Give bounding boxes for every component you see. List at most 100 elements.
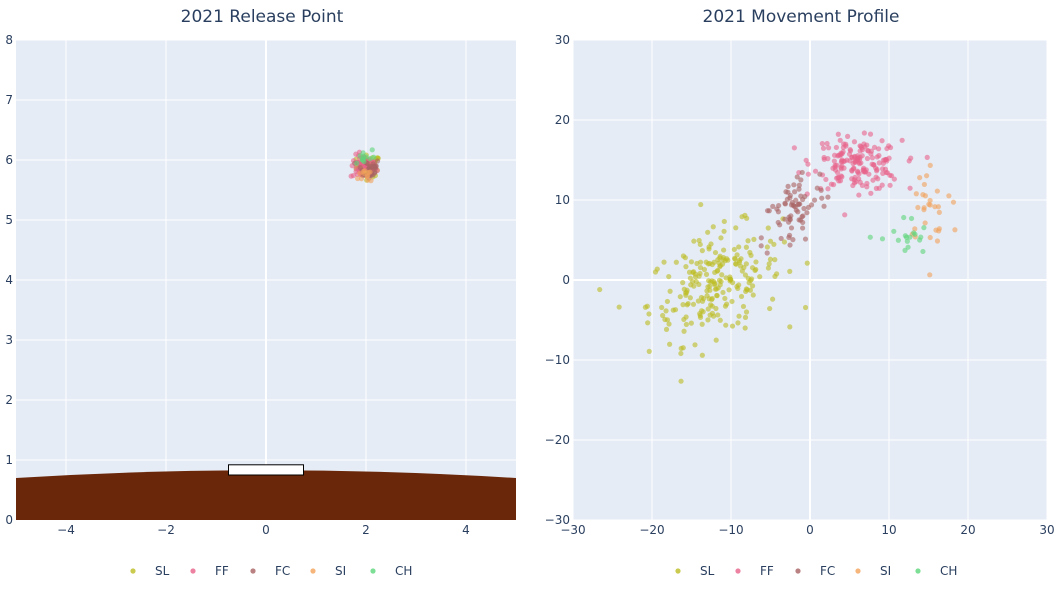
point-sl (729, 280, 736, 286)
point-si (936, 228, 942, 234)
x-tick-label: −2 (157, 523, 175, 537)
point-ff (849, 154, 855, 160)
point-fc (821, 203, 827, 209)
point-sl (705, 317, 711, 323)
point-ch (867, 234, 873, 240)
point-sl (713, 286, 720, 292)
release-point-legend[interactable]: SL FF FC SI CH (130, 564, 412, 578)
point-ff (350, 172, 356, 179)
point-si (950, 199, 957, 205)
point-sl (705, 229, 711, 235)
point-sl (645, 320, 651, 326)
point-ff (830, 165, 836, 171)
y-tick-label: −10 (545, 353, 570, 367)
point-sl (732, 261, 739, 267)
point-sl (699, 248, 705, 254)
release-point-plot: 2021 Release Point −4 −2 0 2 4 0 1 2 3 4 5 6 7 8 SL FF… (5, 7, 516, 578)
point-ff (868, 190, 874, 196)
point-sl (700, 296, 707, 302)
point-ff (907, 185, 913, 191)
point-sl (703, 271, 710, 277)
point-sl (696, 281, 702, 288)
point-si (368, 178, 374, 184)
point-si (915, 204, 921, 211)
legend-marker (735, 568, 741, 574)
point-si (355, 175, 361, 182)
point-ff (803, 157, 809, 163)
point-sl (663, 326, 670, 333)
point-sl (743, 244, 749, 250)
point-fc (811, 197, 818, 203)
point-ch (902, 233, 908, 239)
y-tick-label: 10 (555, 193, 570, 207)
point-ff (852, 174, 858, 181)
legend-item-sl[interactable]: SL (130, 564, 170, 578)
x-tick-label: −30 (560, 523, 585, 537)
point-sl (685, 301, 691, 307)
point-sl (770, 296, 776, 302)
point-sl (738, 293, 745, 300)
legend-item-ff[interactable]: FF (190, 564, 229, 578)
y-tick-label: 4 (5, 273, 13, 287)
point-sl (646, 348, 652, 354)
point-ff (838, 159, 844, 165)
point-fc (775, 219, 781, 226)
legend-marker (250, 568, 256, 574)
movement-profile-legend[interactable]: SL FF FC SI CH (675, 564, 957, 578)
legend-item-ch[interactable]: CH (370, 564, 412, 578)
point-sl (743, 309, 750, 315)
legend-item-si[interactable]: SI (310, 564, 346, 578)
point-sl (765, 265, 772, 271)
point-ff (870, 177, 876, 183)
legend-item-ch[interactable]: CH (915, 564, 957, 578)
y-tick-label: 1 (5, 453, 13, 467)
point-fc (787, 217, 793, 223)
x-tick-label: −10 (718, 523, 743, 537)
legend-item-si[interactable]: SI (855, 564, 891, 578)
point-si (946, 193, 952, 199)
point-sl (654, 266, 660, 272)
point-sl (683, 290, 689, 296)
point-ch (908, 215, 915, 222)
point-ff (875, 176, 881, 182)
point-ff (833, 144, 839, 151)
point-fc (814, 185, 820, 191)
point-ch (901, 214, 907, 221)
point-si (917, 175, 923, 181)
point-si (935, 204, 942, 210)
point-sl (723, 322, 729, 328)
point-ff (884, 145, 890, 152)
point-fc (825, 194, 831, 200)
x-tick-label: −4 (57, 523, 75, 537)
legend-item-ff[interactable]: FF (735, 564, 774, 578)
point-ff (834, 162, 840, 168)
point-si (927, 272, 933, 278)
point-sl (734, 252, 740, 258)
point-ch (361, 158, 367, 165)
point-ff (868, 151, 874, 157)
point-fc (808, 202, 815, 208)
legend-label: SL (155, 564, 170, 578)
x-tick-label: 2 (362, 523, 370, 537)
point-ff (851, 139, 858, 145)
point-sl (804, 260, 810, 266)
point-si (926, 201, 932, 207)
legend-marker (855, 568, 861, 574)
point-fc (802, 236, 809, 242)
point-sl (690, 301, 697, 307)
point-ff (850, 182, 856, 189)
point-ch (369, 147, 375, 153)
legend-item-fc[interactable]: FC (250, 564, 290, 578)
point-sl (666, 273, 672, 280)
point-ff (887, 182, 893, 188)
point-sl (687, 295, 693, 301)
point-ff (831, 158, 837, 164)
point-si (912, 226, 918, 232)
point-sl (757, 274, 763, 280)
legend-item-sl[interactable]: SL (675, 564, 715, 578)
point-sl (736, 258, 742, 264)
legend-item-fc[interactable]: FC (795, 564, 835, 578)
point-sl (681, 328, 687, 334)
point-sl (678, 350, 684, 357)
